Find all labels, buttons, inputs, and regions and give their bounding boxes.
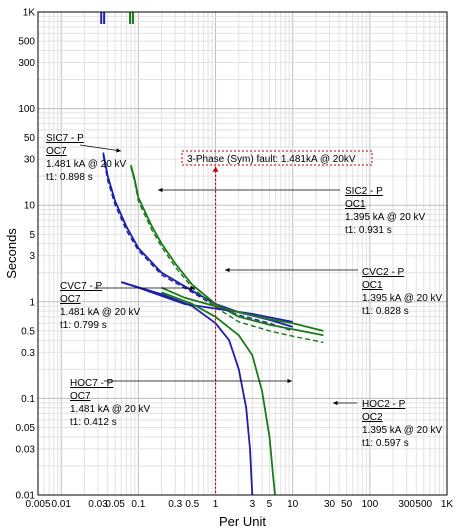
annotation-line: 1.481 kA @ 20 kV	[70, 404, 151, 415]
y-tick-label: 0.3	[21, 348, 35, 359]
y-tick-label: 0.05	[16, 423, 36, 434]
annotation-line: HOC7 - P	[70, 378, 114, 389]
annotation-arrow	[190, 285, 195, 291]
x-tick-label: 0.3	[168, 499, 182, 510]
annotation-line: CVC2 - P	[362, 267, 405, 278]
y-tick-label: 30	[24, 155, 36, 166]
curve-hoc2	[161, 291, 276, 496]
x-tick-labels: 0.005 0.01 0.030.05 0.1 0.3 0.5 1 3 5 10 30 50 100 30…	[25, 499, 453, 510]
x-tick-label: 10	[287, 499, 299, 510]
annotation-line: OC1	[362, 280, 383, 291]
annotation-line: t1: 0.898 s	[46, 172, 93, 183]
fault-arrow	[212, 166, 219, 172]
curve-hoc7	[121, 281, 254, 496]
y-tick-label: 100	[18, 104, 35, 115]
annotation-line: HOC2 - P	[362, 399, 406, 410]
annotation-cvc7: CVC7 - P OC7 1.481 kA @ 20 kV t1: 0.799 s	[60, 281, 195, 331]
x-tick-label: 3	[250, 499, 256, 510]
annotation-arrow	[333, 400, 338, 406]
annotation-line: 1.395 kA @ 20 kV	[362, 293, 443, 304]
x-tick-label: 500	[415, 499, 432, 510]
x-tick-label: 0.1	[131, 499, 145, 510]
y-tick-labels: 0.01 0.03 0.05 0.1 0.3 0.5 1 3 5 10 30 50 100 300 500 1…	[16, 8, 36, 502]
annotation-line: 1.395 kA @ 20 kV	[345, 212, 426, 223]
annotation-line: OC7	[60, 294, 81, 305]
y-tick-label: 300	[18, 58, 35, 69]
y-tick-label: 50	[24, 133, 36, 144]
y-tick-label: 3	[29, 251, 35, 262]
y-tick-label: 5	[29, 230, 35, 241]
y-tick-label: 500	[18, 37, 35, 48]
plot-frame	[37, 11, 448, 496]
x-tick-label: 1	[213, 499, 219, 510]
annotation-sic2: SIC2 - P OC1 1.395 kA @ 20 kV t1: 0.931 s	[158, 186, 426, 236]
x-tick-label: 5	[267, 499, 273, 510]
x-tick-label: 0.03	[88, 499, 108, 510]
annotation-cvc2: CVC2 - P OC1 1.395 kA @ 20 kV t1: 0.828 s	[225, 267, 443, 317]
annotation-line: t1: 0.828 s	[362, 306, 409, 317]
x-tick-label: 0.5	[185, 499, 199, 510]
annotation-line: 1.481 kA @ 20 kV	[60, 307, 141, 318]
fault-label: 3-Phase (Sym) fault: 1.481kA @ 20kV	[187, 154, 356, 165]
annotation-line: SIC2 - P	[345, 186, 383, 197]
x-tick-label: 300	[398, 499, 415, 510]
y-tick-label: 0.5	[21, 326, 35, 337]
y-tick-label: 1K	[23, 8, 36, 19]
curve-sic2-dashed	[130, 166, 324, 344]
annotation-line: t1: 0.799 s	[60, 320, 107, 331]
annotation-line: OC7	[46, 146, 67, 157]
annotation-line: t1: 0.931 s	[345, 225, 392, 236]
annotation-line: OC2	[362, 412, 383, 423]
curve-series	[102, 152, 324, 496]
x-axis-label: Per Unit	[219, 514, 266, 529]
annotation-arrow	[225, 267, 230, 273]
fault-line-group: 3-Phase (Sym) fault: 1.481kA @ 20kV	[181, 150, 373, 495]
y-tick-label: 10	[24, 201, 36, 212]
x-tick-label: 1K	[441, 499, 454, 510]
annotation-line: 1.395 kA @ 20 kV	[362, 425, 443, 436]
x-tick-label: 0.01	[51, 499, 71, 510]
x-tick-label: 0.005	[25, 499, 50, 510]
fault-label-box	[181, 150, 373, 166]
y-tick-label: 1	[29, 297, 35, 308]
annotation-arrow	[287, 378, 292, 384]
y-tick-label: 0.01	[16, 491, 36, 502]
annotation-line: t1: 0.412 s	[70, 417, 117, 428]
annotation-hoc2: HOC2 - P OC2 1.395 kA @ 20 kV t1: 0.597 s	[333, 399, 443, 449]
y-tick-label: 0.03	[16, 444, 36, 455]
x-tick-label: 0.05	[105, 499, 125, 510]
annotation-line: OC7	[70, 391, 91, 402]
x-tick-label: 100	[362, 499, 379, 510]
annotation-arrow	[158, 187, 163, 193]
y-axis-label: Seconds	[4, 228, 19, 279]
annotation-line: OC1	[345, 199, 366, 210]
annotation-line: CVC7 - P	[60, 281, 103, 292]
curve-cvc2	[161, 286, 324, 332]
x-tick-label: 50	[341, 499, 353, 510]
y-tick-label: 0.1	[21, 394, 35, 405]
x-tick-label: 30	[324, 499, 336, 510]
top-markers	[100, 12, 134, 24]
annotation-line: t1: 0.597 s	[362, 438, 409, 449]
annotation-sic7: SIC7 - P OC7 1.481 kA @ 20 kV t1: 0.898 s	[46, 133, 127, 183]
curve-sic7-dashed	[102, 154, 293, 332]
annotation-line: 1.481 kA @ 20 kV	[46, 159, 127, 170]
annotation-line: SIC7 - P	[46, 133, 84, 144]
annotation-arrow	[116, 148, 121, 153]
annotation-hoc7: HOC7 - P OC7 1.481 kA @ 20 kV t1: 0.412 s	[70, 378, 292, 428]
annotation-leader	[79, 144, 122, 152]
grid	[37, 11, 448, 496]
